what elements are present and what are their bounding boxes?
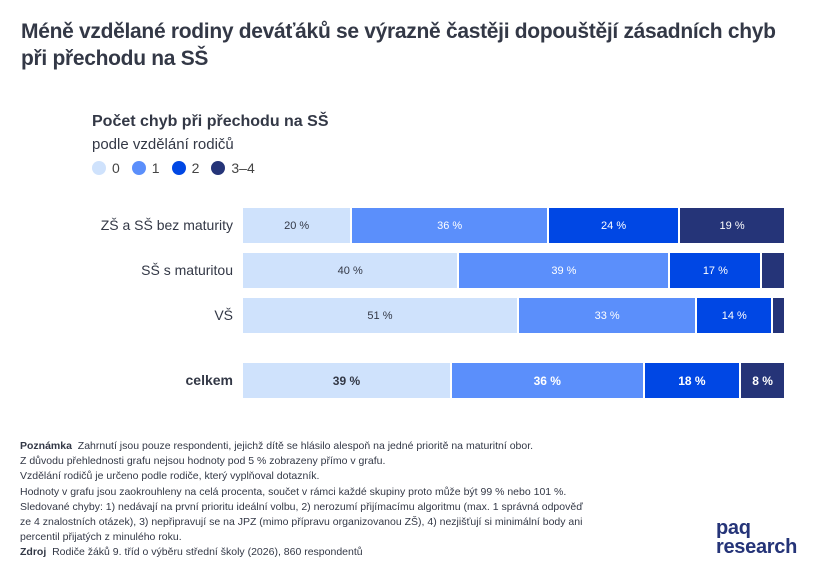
data-label: 19 %	[719, 219, 745, 232]
data-label: 17 %	[702, 264, 728, 277]
legend-label-1: 1	[151, 160, 160, 176]
bar-segment: 18 %	[644, 363, 742, 398]
bar-segment: 33 %	[518, 298, 698, 333]
note-line-1: Z důvodu přehlednosti grafu nejsou hodno…	[20, 455, 386, 468]
data-label: 24 %	[601, 219, 627, 232]
logo-line-2: research	[716, 536, 797, 558]
legend-item-0: 0	[92, 160, 120, 176]
logo-line-1: paq	[716, 517, 751, 539]
note-line-5: ze 4 znalostních otázek), 3) nepřipravuj…	[20, 516, 583, 529]
paq-research-logo: paq research	[716, 517, 797, 558]
note-line-6: percentil přijatých z minulého roku.	[20, 531, 182, 544]
legend-item-3: 3–4	[211, 160, 255, 176]
bar-segment: 40 %	[243, 253, 460, 288]
legend-item-1: 1	[131, 160, 160, 176]
notes: Poznámka Zahrnutí jsou pouze respondenti…	[20, 439, 700, 561]
category-label: ZŠ a SŠ bez maturity	[100, 217, 233, 233]
category-label: celkem	[185, 372, 233, 388]
bar-row: 39 % 36 % 18 % 8 %	[243, 363, 784, 398]
chart-title: Méně vzdělané rodiny deváťáků se výrazně…	[21, 20, 776, 70]
bar-segment: 20 %	[243, 208, 353, 243]
source-line: Zdroj Rodiče žáků 9. tříd o výběru střed…	[20, 545, 700, 560]
source-text: Rodiče žáků 9. tříd o výběru střední ško…	[52, 546, 363, 559]
data-label: 18 %	[678, 373, 706, 388]
note-label: Poznámka	[20, 440, 72, 452]
bar-segment: 24 %	[549, 208, 681, 243]
legend-dot-1	[131, 161, 146, 175]
bar-row: 40 % 39 % 17 %	[243, 253, 784, 288]
data-label: 20 %	[284, 219, 310, 232]
note-line-4: Sledované chyby: 1) nedávají na první pr…	[20, 500, 583, 513]
data-label: 36 %	[533, 373, 561, 388]
legend-dot-3	[211, 161, 226, 175]
legend-label-3: 3–4	[231, 160, 255, 176]
legend-item-2: 2	[171, 160, 200, 176]
data-label: 14 %	[721, 309, 747, 322]
legend-dot-2	[171, 161, 186, 175]
note-line-0: Poznámka Zahrnutí jsou pouze respondenti…	[20, 439, 700, 454]
legend: 0 1 2 3–4	[92, 160, 267, 176]
chart-subtitle: podle vzdělání rodičů	[92, 136, 234, 153]
data-label: 36 %	[437, 219, 463, 232]
note-line-2: Vzdělání rodičů je určeno podle rodiče, …	[20, 470, 320, 483]
data-label: 39 %	[551, 264, 577, 277]
bar-segment	[762, 253, 784, 288]
data-label: 40 %	[337, 264, 363, 277]
bar-row: 51 % 33 % 14 %	[243, 298, 784, 333]
bar-row: 20 % 36 % 24 % 19 %	[243, 208, 784, 243]
legend-label-2: 2	[191, 160, 200, 176]
data-label: 51 %	[367, 309, 393, 322]
bar-segment: 8 %	[741, 363, 784, 398]
bar-segment: 14 %	[697, 298, 774, 333]
data-label: 33 %	[594, 309, 620, 322]
bar-segment	[773, 298, 784, 333]
chart-subtitle-bold: Počet chyb při přechodu na SŠ	[92, 113, 329, 130]
bar-segment: 51 %	[243, 298, 519, 333]
category-label: SŠ s maturitou	[141, 262, 233, 278]
bar-segment: 19 %	[680, 208, 784, 243]
data-label: 39 %	[332, 373, 361, 388]
category-label: VŠ	[214, 307, 233, 323]
bar-segment: 17 %	[670, 253, 763, 288]
legend-dot-0	[92, 161, 106, 175]
source-label: Zdroj	[20, 546, 47, 559]
legend-label-0: 0	[112, 160, 120, 176]
note-line-3: Hodnoty v grafu jsou zaokrouhleny na cel…	[20, 485, 567, 498]
note-text-0: Zahrnutí jsou pouze respondenti, jejichž…	[77, 440, 534, 452]
bar-segment: 39 %	[459, 253, 671, 288]
bar-segment: 39 %	[243, 363, 452, 398]
data-label: 8 %	[752, 373, 773, 388]
bar-segment: 36 %	[352, 208, 549, 243]
bar-segment: 36 %	[451, 363, 645, 398]
